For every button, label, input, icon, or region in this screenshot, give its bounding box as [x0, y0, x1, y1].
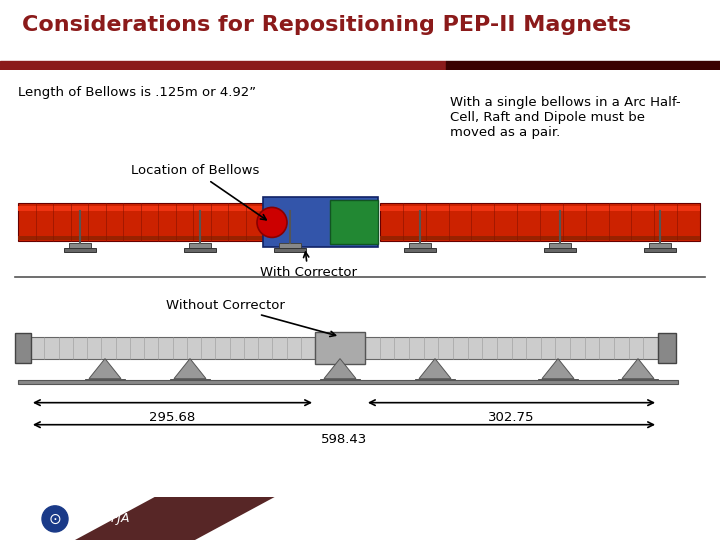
Bar — [85, 379, 125, 383]
Circle shape — [42, 506, 68, 532]
Bar — [649, 244, 671, 248]
Bar — [380, 236, 700, 240]
Text: Length of Bellows is .125m or 4.92”: Length of Bellows is .125m or 4.92” — [18, 86, 256, 99]
Bar — [69, 244, 91, 248]
Bar — [189, 244, 211, 248]
Bar — [315, 332, 365, 363]
Polygon shape — [622, 359, 654, 379]
Text: 302.75: 302.75 — [488, 411, 535, 424]
Bar — [279, 244, 301, 248]
Text: Considerations for Repositioning PEP-II Magnets: Considerations for Repositioning PEP-II … — [22, 15, 631, 35]
Polygon shape — [542, 359, 574, 379]
Polygon shape — [75, 497, 275, 540]
Bar — [380, 206, 700, 211]
Bar — [658, 333, 676, 363]
Bar — [380, 204, 700, 241]
Bar — [18, 206, 263, 211]
Bar — [330, 200, 378, 245]
Bar — [30, 336, 315, 359]
Bar — [263, 198, 378, 247]
Text: ⊙: ⊙ — [49, 511, 61, 526]
Polygon shape — [419, 359, 451, 379]
Bar — [184, 248, 216, 253]
Bar — [170, 379, 210, 383]
Bar — [538, 379, 578, 383]
Bar — [409, 244, 431, 248]
Bar — [618, 379, 658, 383]
Text: With a single bellows in a Arc Half-
Cell, Raft and Dipole must be
moved as a pa: With a single bellows in a Arc Half- Cel… — [450, 96, 680, 139]
Bar — [18, 204, 263, 241]
Text: Location of Bellows: Location of Bellows — [131, 164, 266, 220]
Bar — [274, 248, 306, 253]
Text: Jefferson Lab: Jefferson Lab — [585, 512, 675, 526]
Bar — [549, 244, 571, 248]
Bar — [544, 248, 576, 253]
Polygon shape — [324, 359, 356, 379]
Text: With Corrector: With Corrector — [259, 252, 356, 280]
Bar — [18, 380, 678, 383]
Bar — [644, 248, 676, 253]
Text: FJA: FJA — [110, 512, 130, 525]
Text: 598.43: 598.43 — [321, 433, 367, 446]
Bar — [365, 336, 658, 359]
Bar — [0, 61, 446, 70]
Bar — [18, 236, 263, 240]
Circle shape — [257, 207, 287, 238]
Text: 8: 8 — [356, 512, 364, 526]
Polygon shape — [89, 359, 121, 379]
Text: 295.68: 295.68 — [149, 411, 196, 424]
Bar — [15, 333, 31, 363]
Text: Without Corrector: Without Corrector — [166, 299, 336, 336]
Polygon shape — [174, 359, 206, 379]
Bar — [320, 379, 360, 383]
Bar — [404, 248, 436, 253]
Bar — [64, 248, 96, 253]
Bar — [446, 61, 720, 70]
Bar — [415, 379, 455, 383]
